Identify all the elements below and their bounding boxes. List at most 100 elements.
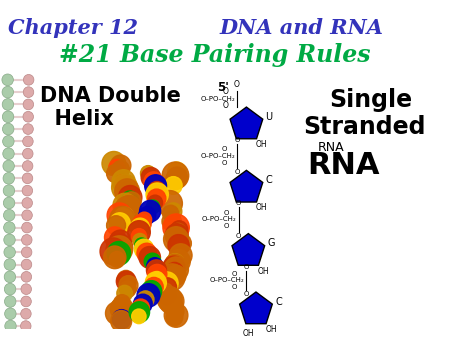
- Text: O–PO–CH₂: O–PO–CH₂: [200, 96, 235, 102]
- Text: U: U: [266, 112, 273, 122]
- Text: OH: OH: [256, 203, 268, 213]
- Circle shape: [146, 260, 166, 280]
- Circle shape: [164, 257, 189, 282]
- Circle shape: [22, 198, 32, 208]
- Circle shape: [137, 243, 157, 263]
- Circle shape: [107, 216, 126, 235]
- Circle shape: [144, 277, 163, 296]
- Text: O: O: [244, 291, 249, 297]
- Polygon shape: [239, 292, 272, 324]
- Circle shape: [114, 196, 140, 222]
- Circle shape: [2, 99, 13, 110]
- Circle shape: [159, 289, 175, 305]
- Text: DNA and RNA: DNA and RNA: [220, 18, 384, 38]
- Circle shape: [137, 291, 154, 308]
- Circle shape: [167, 250, 190, 273]
- Circle shape: [4, 271, 16, 283]
- Circle shape: [114, 175, 132, 192]
- Circle shape: [107, 164, 125, 183]
- Circle shape: [137, 212, 152, 227]
- Circle shape: [23, 74, 34, 85]
- Circle shape: [104, 246, 126, 269]
- Circle shape: [140, 200, 161, 222]
- Circle shape: [157, 191, 182, 216]
- Circle shape: [145, 175, 166, 197]
- Circle shape: [119, 275, 138, 295]
- Circle shape: [23, 112, 33, 122]
- Circle shape: [168, 235, 189, 256]
- Circle shape: [119, 182, 135, 197]
- Text: O: O: [222, 88, 228, 96]
- Circle shape: [144, 172, 163, 192]
- Circle shape: [21, 271, 32, 282]
- Circle shape: [166, 265, 186, 285]
- Circle shape: [22, 161, 33, 171]
- Circle shape: [148, 182, 165, 199]
- Circle shape: [159, 264, 185, 291]
- Circle shape: [116, 271, 136, 291]
- Circle shape: [145, 272, 166, 293]
- Circle shape: [137, 284, 160, 307]
- Circle shape: [23, 124, 33, 135]
- Circle shape: [2, 111, 14, 123]
- Circle shape: [170, 223, 186, 240]
- Circle shape: [134, 294, 152, 313]
- Circle shape: [100, 238, 126, 265]
- Text: O–PO–CH₂: O–PO–CH₂: [210, 277, 244, 283]
- Text: O: O: [231, 270, 237, 276]
- Text: O: O: [236, 233, 242, 239]
- Circle shape: [163, 256, 185, 279]
- Text: O: O: [234, 137, 239, 143]
- Circle shape: [162, 212, 181, 231]
- Text: O: O: [222, 146, 227, 152]
- Text: RNA: RNA: [318, 141, 345, 154]
- Circle shape: [113, 295, 130, 312]
- Text: OH: OH: [266, 325, 277, 334]
- Circle shape: [3, 123, 14, 135]
- Circle shape: [158, 287, 182, 312]
- Circle shape: [112, 161, 130, 178]
- Circle shape: [3, 148, 14, 160]
- Circle shape: [112, 310, 131, 329]
- Text: O–PO–CH₂: O–PO–CH₂: [202, 217, 237, 222]
- Circle shape: [5, 320, 16, 332]
- Circle shape: [146, 183, 168, 206]
- Circle shape: [23, 99, 34, 110]
- Circle shape: [167, 167, 187, 188]
- Circle shape: [114, 207, 134, 227]
- Circle shape: [23, 87, 34, 97]
- Circle shape: [22, 247, 32, 258]
- Circle shape: [22, 185, 32, 196]
- Circle shape: [139, 207, 156, 224]
- Circle shape: [22, 173, 33, 184]
- Circle shape: [133, 214, 151, 233]
- Circle shape: [132, 309, 146, 324]
- Text: O: O: [234, 169, 239, 175]
- Circle shape: [4, 210, 15, 221]
- Text: O: O: [222, 160, 227, 166]
- Circle shape: [171, 221, 188, 238]
- Circle shape: [22, 235, 32, 245]
- Text: Helix: Helix: [40, 109, 114, 129]
- Circle shape: [4, 283, 16, 295]
- Circle shape: [111, 298, 129, 316]
- Circle shape: [109, 230, 131, 252]
- Circle shape: [3, 136, 14, 147]
- Circle shape: [130, 218, 150, 238]
- Circle shape: [21, 308, 31, 319]
- Circle shape: [112, 174, 138, 201]
- Text: O: O: [236, 200, 242, 207]
- Circle shape: [159, 287, 176, 304]
- Circle shape: [4, 246, 15, 258]
- Circle shape: [113, 193, 137, 218]
- Circle shape: [147, 258, 163, 274]
- Circle shape: [139, 246, 161, 268]
- Circle shape: [163, 214, 189, 241]
- Text: O: O: [234, 79, 240, 89]
- Circle shape: [105, 302, 128, 325]
- Circle shape: [156, 272, 178, 295]
- Text: O: O: [222, 101, 228, 110]
- Text: OH: OH: [243, 329, 254, 338]
- Circle shape: [104, 227, 125, 248]
- Text: C: C: [266, 175, 272, 185]
